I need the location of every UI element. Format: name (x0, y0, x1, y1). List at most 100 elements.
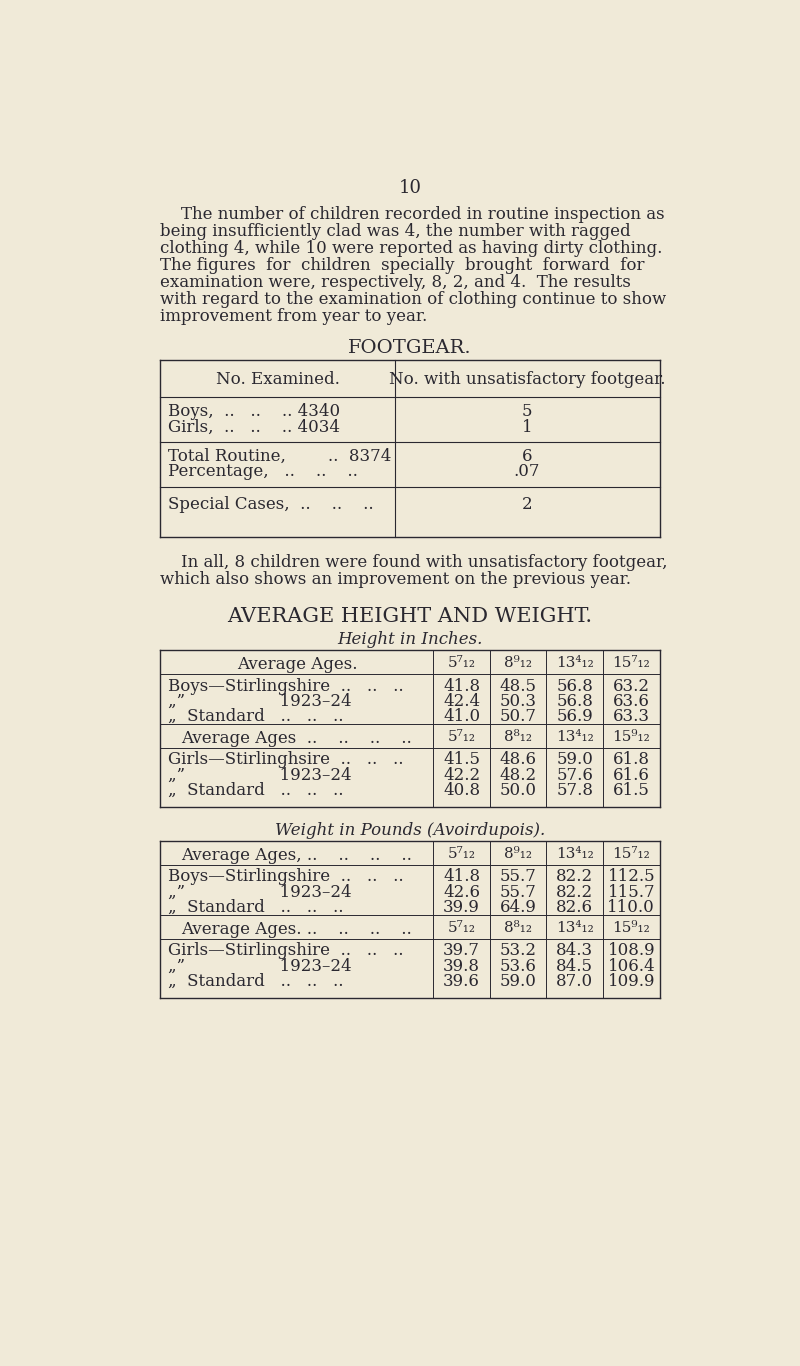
Text: The figures  for  children  specially  brought  forward  for: The figures for children specially broug… (161, 257, 645, 275)
Text: „  Standard   ..   ..   ..: „ Standard .. .. .. (168, 709, 344, 725)
Text: AVERAGE HEIGHT AND WEIGHT.: AVERAGE HEIGHT AND WEIGHT. (227, 607, 593, 626)
Text: 56.9: 56.9 (556, 709, 593, 725)
Text: 13⁴₁₂: 13⁴₁₂ (556, 921, 594, 934)
Text: 41.5: 41.5 (443, 751, 480, 769)
Text: 50.0: 50.0 (500, 783, 537, 799)
Text: 41.8: 41.8 (443, 678, 480, 694)
Text: 13⁴₁₂: 13⁴₁₂ (556, 656, 594, 669)
Text: examination were, respectively, 8, 2, and 4.  The results: examination were, respectively, 8, 2, an… (161, 275, 631, 291)
Text: Average Ages. ..    ..    ..    ..: Average Ages. .. .. .. .. (182, 921, 412, 938)
Text: 15⁷₁₂: 15⁷₁₂ (612, 656, 650, 669)
Text: 55.7: 55.7 (500, 869, 537, 885)
Text: 5⁷₁₂: 5⁷₁₂ (447, 656, 475, 669)
Text: 39.8: 39.8 (443, 958, 480, 975)
Text: Average Ages, ..    ..    ..    ..: Average Ages, .. .. .. .. (182, 847, 412, 863)
Text: 15⁷₁₂: 15⁷₁₂ (612, 847, 650, 861)
Text: Percentage,   ..    ..    ..: Percentage, .. .. .. (168, 463, 358, 481)
Text: Boys—Stirlingshire  ..   ..   ..: Boys—Stirlingshire .. .. .. (168, 869, 404, 885)
Text: 15⁹₁₂: 15⁹₁₂ (612, 729, 650, 744)
Text: 2: 2 (522, 496, 532, 512)
Text: Average Ages  ..    ..    ..    ..: Average Ages .. .. .. .. (182, 729, 412, 747)
Text: Girls—Stirlingshire  ..   ..   ..: Girls—Stirlingshire .. .. .. (168, 943, 404, 959)
Text: 48.5: 48.5 (500, 678, 537, 694)
Text: Special Cases,  ..    ..    ..: Special Cases, .. .. .. (168, 496, 374, 512)
Text: 13⁴₁₂: 13⁴₁₂ (556, 729, 594, 744)
Text: improvement from year to year.: improvement from year to year. (161, 307, 428, 325)
Text: No. with unsatisfactory footgear.: No. with unsatisfactory footgear. (389, 372, 666, 388)
Text: 82.6: 82.6 (556, 899, 593, 917)
Text: 8⁹₁₂: 8⁹₁₂ (504, 656, 532, 669)
Text: 115.7: 115.7 (607, 884, 655, 900)
Text: .07: .07 (514, 463, 540, 481)
Text: 53.2: 53.2 (500, 943, 537, 959)
Text: 50.3: 50.3 (500, 693, 537, 710)
Text: which also shows an improvement on the previous year.: which also shows an improvement on the p… (161, 571, 631, 589)
Text: with regard to the examination of clothing continue to show: with regard to the examination of clothi… (161, 291, 666, 307)
Text: 5⁷₁₂: 5⁷₁₂ (447, 921, 475, 934)
Text: 39.9: 39.9 (443, 899, 480, 917)
Text: 8⁸₁₂: 8⁸₁₂ (504, 921, 532, 934)
Text: 13⁴₁₂: 13⁴₁₂ (556, 847, 594, 861)
Text: Girls,  ..   ..    .. 4034: Girls, .. .. .. 4034 (168, 419, 340, 436)
Text: Height in Inches.: Height in Inches. (338, 631, 482, 649)
Text: 108.9: 108.9 (607, 943, 655, 959)
Text: 106.4: 106.4 (607, 958, 655, 975)
Text: 59.0: 59.0 (500, 973, 537, 990)
Text: 53.6: 53.6 (500, 958, 537, 975)
Text: 63.2: 63.2 (613, 678, 650, 694)
Text: 5⁷₁₂: 5⁷₁₂ (447, 847, 475, 861)
Text: 61.6: 61.6 (613, 766, 650, 784)
Text: The number of children recorded in routine inspection as: The number of children recorded in routi… (161, 206, 665, 223)
Text: „”                  1923–24: „” 1923–24 (168, 693, 352, 710)
Text: 61.5: 61.5 (613, 783, 650, 799)
Text: 50.7: 50.7 (500, 709, 537, 725)
Text: Girls—Stirlinghsire  ..   ..   ..: Girls—Stirlinghsire .. .. .. (168, 751, 404, 769)
Text: 8⁹₁₂: 8⁹₁₂ (504, 847, 532, 861)
Text: 15⁹₁₂: 15⁹₁₂ (612, 921, 650, 934)
Text: 87.0: 87.0 (556, 973, 594, 990)
Text: 56.8: 56.8 (556, 693, 593, 710)
Text: 61.8: 61.8 (613, 751, 650, 769)
Text: 64.9: 64.9 (500, 899, 537, 917)
Text: „  Standard   ..   ..   ..: „ Standard .. .. .. (168, 973, 344, 990)
Text: 39.6: 39.6 (443, 973, 480, 990)
Text: 48.2: 48.2 (499, 766, 537, 784)
Text: being insufficiently clad was 4, the number with ragged: being insufficiently clad was 4, the num… (161, 223, 631, 240)
Text: Weight in Pounds (Avoirdupois).: Weight in Pounds (Avoirdupois). (275, 822, 545, 839)
Text: „”                  1923–24: „” 1923–24 (168, 766, 352, 784)
Text: „  Standard   ..   ..   ..: „ Standard .. .. .. (168, 783, 344, 799)
Text: 8⁸₁₂: 8⁸₁₂ (504, 729, 532, 744)
Text: 63.6: 63.6 (613, 693, 650, 710)
Text: 110.0: 110.0 (607, 899, 655, 917)
Text: 42.6: 42.6 (443, 884, 480, 900)
Text: 57.6: 57.6 (556, 766, 593, 784)
Text: 55.7: 55.7 (500, 884, 537, 900)
Text: 56.8: 56.8 (556, 678, 593, 694)
Text: 40.8: 40.8 (443, 783, 480, 799)
Text: 5: 5 (522, 403, 532, 421)
Text: Boys—Stirlingshire  ..   ..   ..: Boys—Stirlingshire .. .. .. (168, 678, 404, 694)
Text: clothing 4, while 10 were reported as having dirty clothing.: clothing 4, while 10 were reported as ha… (161, 240, 663, 257)
Text: 10: 10 (398, 179, 422, 197)
Text: 84.3: 84.3 (556, 943, 594, 959)
Text: 39.7: 39.7 (443, 943, 480, 959)
Text: 63.3: 63.3 (613, 709, 650, 725)
Text: 84.5: 84.5 (556, 958, 593, 975)
Text: 109.9: 109.9 (607, 973, 655, 990)
Text: 112.5: 112.5 (607, 869, 655, 885)
Text: 41.8: 41.8 (443, 869, 480, 885)
Text: 41.0: 41.0 (443, 709, 480, 725)
Text: Average Ages.: Average Ages. (237, 656, 357, 673)
Text: 5⁷₁₂: 5⁷₁₂ (447, 729, 475, 744)
Text: „  Standard   ..   ..   ..: „ Standard .. .. .. (168, 899, 344, 917)
Text: FOOTGEAR.: FOOTGEAR. (348, 339, 472, 357)
Text: 82.2: 82.2 (556, 884, 594, 900)
Text: 1: 1 (522, 419, 532, 436)
Text: 48.6: 48.6 (500, 751, 537, 769)
Text: 59.0: 59.0 (556, 751, 593, 769)
Text: 42.4: 42.4 (443, 693, 480, 710)
Text: 57.8: 57.8 (556, 783, 593, 799)
Text: 82.2: 82.2 (556, 869, 594, 885)
Text: 42.2: 42.2 (443, 766, 480, 784)
Text: Boys,  ..   ..    .. 4340: Boys, .. .. .. 4340 (168, 403, 340, 421)
